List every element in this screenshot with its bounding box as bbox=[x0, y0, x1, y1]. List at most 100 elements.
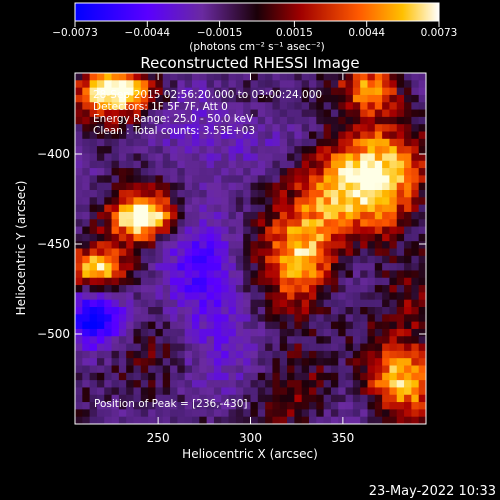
heatmap-cell bbox=[396, 211, 405, 220]
heatmap-cell bbox=[323, 211, 332, 220]
heatmap-cell bbox=[199, 211, 208, 220]
heatmap-cell bbox=[213, 233, 222, 242]
heatmap-cell bbox=[126, 175, 134, 184]
info-annotations: 28-Sep-2015 02:56:20.000 to 03:00:24.000… bbox=[93, 89, 322, 410]
heatmap-cell bbox=[155, 124, 164, 132]
heatmap-cell bbox=[323, 233, 332, 242]
heatmap-cell bbox=[360, 102, 368, 110]
heatmap-cell bbox=[404, 299, 412, 308]
heatmap-cell bbox=[118, 80, 127, 89]
heatmap-cell bbox=[82, 328, 91, 337]
heatmap-cell bbox=[206, 182, 215, 191]
heatmap-cell bbox=[235, 263, 244, 271]
heatmap-cell bbox=[301, 168, 310, 176]
heatmap-cell bbox=[140, 402, 149, 410]
heatmap-cell bbox=[148, 190, 156, 198]
heatmap-cell bbox=[279, 255, 288, 264]
heatmap-cell bbox=[243, 80, 251, 89]
heatmap-cell bbox=[126, 219, 134, 227]
heatmap-cell bbox=[148, 365, 156, 374]
heatmap-cell bbox=[294, 109, 303, 118]
heatmap-cell bbox=[404, 409, 412, 418]
heatmap-cell bbox=[279, 270, 288, 279]
heatmap-cell bbox=[177, 365, 186, 374]
heatmap-cell bbox=[199, 87, 208, 96]
heatmap-cell bbox=[411, 233, 420, 242]
heatmap-cell bbox=[221, 409, 229, 418]
heatmap-cell bbox=[272, 387, 281, 396]
heatmap-cell bbox=[111, 109, 120, 118]
heatmap-cell bbox=[228, 116, 237, 125]
heatmap-cell bbox=[111, 292, 120, 301]
heatmap-cell bbox=[82, 94, 91, 103]
heatmap-image bbox=[75, 73, 426, 424]
heatmap-cell bbox=[404, 211, 412, 220]
heatmap-cell bbox=[294, 226, 303, 235]
heatmap-cell bbox=[221, 109, 229, 118]
heatmap-cell bbox=[206, 292, 215, 301]
heatmap-cell bbox=[170, 402, 178, 410]
heatmap-cell bbox=[323, 350, 332, 359]
heatmap-cell bbox=[257, 168, 266, 176]
heatmap-cell bbox=[140, 160, 149, 169]
heatmap-cell bbox=[206, 102, 215, 110]
heatmap-cell bbox=[162, 241, 171, 249]
heatmap-cell bbox=[89, 233, 98, 242]
heatmap-cell bbox=[330, 168, 339, 176]
heatmap-cell bbox=[228, 372, 237, 381]
heatmap-cell bbox=[126, 307, 134, 315]
heatmap-cell bbox=[82, 343, 91, 352]
heatmap-cell bbox=[338, 182, 346, 191]
heatmap-cell bbox=[162, 328, 171, 337]
heatmap-cell bbox=[192, 328, 200, 337]
heatmap-cell bbox=[118, 387, 127, 396]
heatmap-cell bbox=[75, 241, 83, 249]
heatmap-cell bbox=[235, 270, 244, 279]
heatmap-cell bbox=[301, 358, 310, 366]
heatmap-cell bbox=[389, 182, 398, 191]
heatmap-cell bbox=[330, 372, 339, 381]
heatmap-cell bbox=[316, 233, 325, 242]
heatmap-cell bbox=[279, 314, 288, 323]
heatmap-cell bbox=[360, 87, 368, 96]
heatmap-cell bbox=[118, 270, 127, 279]
heatmap-cell bbox=[235, 241, 244, 249]
heatmap-cell bbox=[301, 204, 310, 213]
heatmap-cell bbox=[75, 314, 83, 323]
heatmap-cell bbox=[250, 314, 259, 323]
heatmap-cell bbox=[170, 285, 178, 293]
heatmap-cell bbox=[155, 219, 164, 227]
heatmap-cell bbox=[360, 109, 368, 118]
heatmap-cell bbox=[316, 358, 325, 366]
heatmap-cell bbox=[89, 321, 98, 330]
heatmap-cell bbox=[352, 358, 361, 366]
heatmap-cell bbox=[323, 73, 332, 81]
heatmap-cell bbox=[96, 416, 105, 424]
heatmap-cell bbox=[323, 365, 332, 374]
heatmap-cell bbox=[411, 197, 420, 206]
heatmap-cell bbox=[250, 365, 259, 374]
heatmap-cell bbox=[309, 285, 317, 293]
heatmap-cell bbox=[184, 270, 193, 279]
heatmap-cell bbox=[396, 233, 405, 242]
heatmap-cell bbox=[177, 350, 186, 359]
heatmap-cell bbox=[411, 109, 420, 118]
heatmap-cell bbox=[177, 175, 186, 184]
heatmap-cell bbox=[140, 328, 149, 337]
heatmap-cell bbox=[411, 307, 420, 315]
heatmap-cell bbox=[126, 387, 134, 396]
heatmap-cell bbox=[221, 350, 229, 359]
heatmap-cell bbox=[294, 80, 303, 89]
heatmap-cell bbox=[338, 94, 346, 103]
heatmap-cell bbox=[148, 241, 156, 249]
heatmap-cell bbox=[316, 241, 325, 249]
heatmap-cell bbox=[140, 109, 149, 118]
heatmap-cell bbox=[301, 182, 310, 191]
heatmap-cell bbox=[287, 197, 295, 206]
heatmap-cell bbox=[199, 248, 208, 257]
heatmap-cell bbox=[221, 402, 229, 410]
heatmap-cell bbox=[382, 255, 390, 264]
heatmap-cell bbox=[345, 131, 354, 140]
heatmap-cell bbox=[287, 211, 295, 220]
heatmap-cell bbox=[133, 233, 142, 242]
